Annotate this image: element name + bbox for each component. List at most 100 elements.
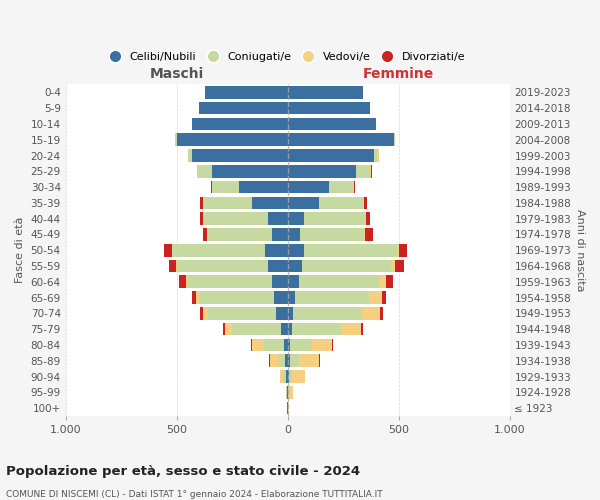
- Bar: [239, 181, 287, 194]
- Legend: Celibi/Nubili, Coniugati/e, Vedovi/e, Divorziati/e: Celibi/Nubili, Coniugati/e, Vedovi/e, Di…: [106, 47, 470, 66]
- Bar: [302, 260, 391, 272]
- Bar: [312, 338, 332, 351]
- Bar: [268, 260, 287, 272]
- Bar: [272, 228, 287, 241]
- Bar: [379, 276, 386, 288]
- Bar: [287, 228, 300, 241]
- Bar: [286, 354, 287, 367]
- Bar: [270, 354, 279, 367]
- Text: Maschi: Maschi: [149, 68, 204, 82]
- Bar: [200, 196, 203, 209]
- Bar: [251, 338, 252, 351]
- Bar: [287, 354, 290, 367]
- Bar: [203, 212, 268, 225]
- Bar: [252, 338, 264, 351]
- Bar: [365, 228, 373, 241]
- Bar: [368, 292, 382, 304]
- Bar: [208, 307, 277, 320]
- Bar: [280, 370, 283, 383]
- Bar: [287, 165, 356, 177]
- Bar: [192, 118, 287, 130]
- Bar: [319, 354, 320, 367]
- Bar: [179, 276, 186, 288]
- Bar: [363, 196, 364, 209]
- Bar: [188, 276, 272, 288]
- Bar: [304, 212, 365, 225]
- Bar: [205, 86, 287, 99]
- Y-axis label: Fasce di età: Fasce di età: [15, 217, 25, 284]
- Bar: [192, 292, 196, 304]
- Bar: [197, 165, 212, 177]
- Bar: [364, 196, 367, 209]
- Bar: [268, 212, 287, 225]
- Bar: [365, 212, 367, 225]
- Bar: [200, 212, 203, 225]
- Text: COMUNE DI NISCEMI (CL) - Dati ISTAT 1° gennaio 2024 - Elaborazione TUTTITALIA.IT: COMUNE DI NISCEMI (CL) - Dati ISTAT 1° g…: [6, 490, 383, 499]
- Bar: [287, 338, 290, 351]
- Bar: [287, 386, 289, 398]
- Bar: [192, 149, 287, 162]
- Bar: [277, 307, 287, 320]
- Bar: [203, 196, 252, 209]
- Bar: [362, 307, 380, 320]
- Bar: [265, 244, 287, 256]
- Bar: [274, 292, 287, 304]
- Bar: [252, 196, 287, 209]
- Bar: [176, 134, 287, 146]
- Bar: [287, 292, 295, 304]
- Bar: [203, 228, 207, 241]
- Bar: [232, 323, 281, 336]
- Bar: [284, 338, 287, 351]
- Bar: [367, 212, 370, 225]
- Bar: [287, 370, 289, 383]
- Bar: [289, 386, 290, 398]
- Bar: [169, 260, 176, 272]
- Bar: [299, 354, 319, 367]
- Bar: [164, 244, 172, 256]
- Bar: [287, 196, 319, 209]
- Bar: [211, 181, 212, 194]
- Bar: [287, 181, 329, 194]
- Bar: [283, 370, 286, 383]
- Bar: [394, 134, 395, 146]
- Bar: [287, 86, 363, 99]
- Bar: [386, 276, 393, 288]
- Bar: [361, 323, 363, 336]
- Bar: [200, 307, 203, 320]
- Bar: [382, 292, 386, 304]
- Bar: [295, 292, 368, 304]
- Bar: [281, 323, 287, 336]
- Bar: [290, 354, 299, 367]
- Bar: [287, 118, 376, 130]
- Bar: [395, 260, 404, 272]
- Bar: [264, 338, 284, 351]
- Bar: [371, 165, 372, 177]
- Bar: [356, 165, 370, 177]
- Bar: [341, 323, 361, 336]
- Bar: [290, 338, 312, 351]
- Bar: [172, 244, 265, 256]
- Bar: [188, 149, 192, 162]
- Bar: [196, 292, 199, 304]
- Bar: [353, 181, 354, 194]
- Bar: [286, 370, 287, 383]
- Bar: [287, 323, 292, 336]
- Bar: [287, 260, 302, 272]
- Bar: [287, 102, 370, 115]
- Bar: [272, 276, 287, 288]
- Bar: [226, 323, 232, 336]
- Bar: [286, 386, 287, 398]
- Bar: [199, 292, 274, 304]
- Bar: [199, 102, 287, 115]
- Bar: [391, 260, 395, 272]
- Bar: [287, 276, 299, 288]
- Bar: [364, 228, 365, 241]
- Bar: [354, 181, 355, 194]
- Bar: [398, 244, 407, 256]
- Bar: [287, 149, 374, 162]
- Bar: [223, 323, 226, 336]
- Y-axis label: Anni di nascita: Anni di nascita: [575, 209, 585, 292]
- Bar: [397, 244, 398, 256]
- Bar: [299, 276, 379, 288]
- Text: Popolazione per età, sesso e stato civile - 2024: Popolazione per età, sesso e stato civil…: [6, 465, 360, 478]
